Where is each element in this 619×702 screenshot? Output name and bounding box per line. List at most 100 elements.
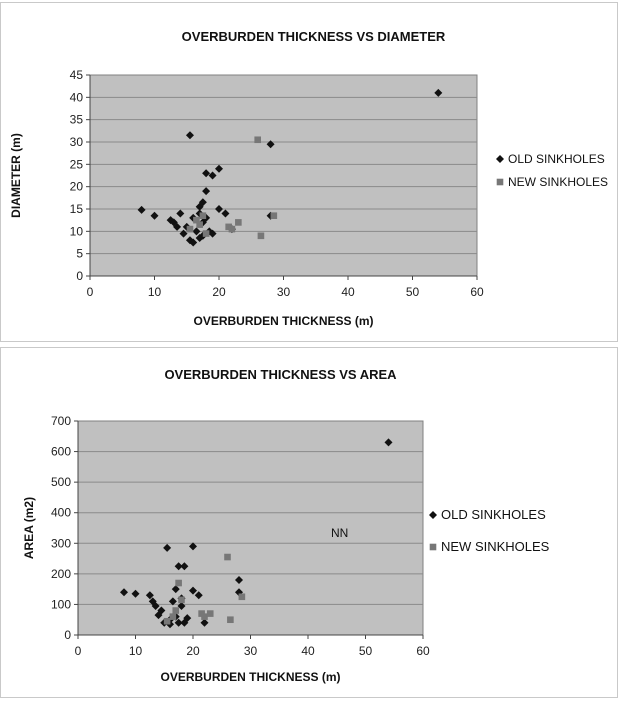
legend-label: OLD SINKHOLES bbox=[508, 152, 605, 166]
new-sinkhole-point bbox=[175, 579, 182, 587]
x-tick-label: 50 bbox=[359, 644, 373, 658]
old-sinkhole-point bbox=[202, 169, 211, 178]
old-sinkhole-point bbox=[189, 542, 197, 551]
new-sinkhole-point bbox=[178, 596, 185, 604]
x-tick-label: 0 bbox=[75, 644, 82, 658]
y-tick-label: 600 bbox=[51, 445, 71, 459]
new-sinkhole-point bbox=[228, 225, 236, 233]
y-tick-label: 20 bbox=[70, 180, 84, 194]
old-sinkhole-point bbox=[174, 618, 183, 627]
area-chart-panel: OVERBURDEN THICKNESS VS AREA 0 100 200 300 40… bbox=[0, 347, 618, 698]
old-sinkhole-point bbox=[177, 601, 186, 610]
old-sinkhole-point bbox=[215, 205, 223, 213]
legend-label: OLD SINKHOLES bbox=[441, 507, 546, 522]
old-sinkhole-point bbox=[131, 589, 140, 598]
x-tick-label: 60 bbox=[470, 285, 484, 299]
chart-title: OVERBURDEN THICKNESS VS AREA bbox=[164, 367, 397, 382]
old-sinkhole-point bbox=[145, 591, 154, 600]
old-sinkhole-point bbox=[202, 187, 211, 196]
old-sinkhole-point bbox=[179, 229, 188, 238]
x-axis-label: OVERBURDEN THICKNESS (m) bbox=[193, 314, 373, 328]
x-tick-label: 30 bbox=[244, 644, 258, 658]
old-sinkhole-point bbox=[163, 543, 172, 552]
y-tick-label: 45 bbox=[70, 68, 84, 82]
y-tick-label: 0 bbox=[76, 269, 83, 283]
legend-marker bbox=[496, 178, 504, 186]
y-tick-label: 200 bbox=[51, 567, 71, 581]
y-tick-label: 400 bbox=[51, 506, 71, 520]
old-sinkhole-point bbox=[198, 198, 207, 207]
y-tick-label: 300 bbox=[51, 536, 71, 550]
y-tick-label: 10 bbox=[70, 224, 84, 238]
x-tick-label: 20 bbox=[212, 285, 226, 299]
x-tick-label: 50 bbox=[406, 285, 420, 299]
y-tick-label: 700 bbox=[51, 414, 71, 428]
old-sinkhole-point bbox=[200, 618, 209, 627]
y-axis-label: DIAMETER (m) bbox=[9, 133, 23, 218]
old-sinkhole-point bbox=[208, 171, 217, 180]
new-sinkhole-point bbox=[172, 607, 180, 614]
x-tick-label: 60 bbox=[416, 644, 430, 658]
new-sinkhole-point bbox=[227, 616, 234, 624]
old-sinkhole-point bbox=[154, 611, 163, 620]
legend-marker bbox=[496, 155, 504, 163]
old-sinkhole-point bbox=[176, 209, 185, 218]
x-tick-label: 10 bbox=[129, 644, 143, 658]
old-sinkhole-point bbox=[384, 438, 393, 447]
diameter-scatter-chart: OVERBURDEN THICKNESS VS DIAMETER 0 5 10 15 20… bbox=[9, 29, 608, 328]
old-sinkhole-point bbox=[171, 585, 180, 594]
new-sinkhole-point bbox=[238, 593, 246, 601]
old-sinkhole-point bbox=[266, 140, 275, 149]
plot-area bbox=[77, 420, 424, 636]
legend-label: NEW SINKHOLES bbox=[441, 539, 550, 554]
y-tick-label: 5 bbox=[76, 247, 83, 261]
x-tick-label: 40 bbox=[301, 644, 315, 658]
y-tick-label: 35 bbox=[70, 113, 84, 127]
y-tick-label: 500 bbox=[51, 475, 71, 489]
old-sinkhole-point bbox=[173, 222, 182, 231]
old-sinkhole-point bbox=[150, 211, 159, 220]
old-sinkhole-point bbox=[180, 562, 189, 571]
old-sinkhole-point bbox=[194, 591, 203, 600]
new-sinkhole-point bbox=[193, 216, 200, 224]
y-axis-label: AREA (m2) bbox=[22, 497, 36, 559]
new-sinkhole-point bbox=[270, 212, 278, 219]
y-tick-label: 40 bbox=[70, 90, 84, 104]
new-sinkhole-point bbox=[254, 136, 261, 144]
old-sinkhole-point bbox=[183, 614, 192, 623]
area-scatter-chart: OVERBURDEN THICKNESS VS AREA010020030040… bbox=[22, 367, 550, 684]
old-sinkhole-point bbox=[208, 229, 217, 238]
old-sinkhole-point bbox=[192, 227, 201, 236]
old-sinkhole-point bbox=[185, 131, 194, 140]
y-tick-label: 100 bbox=[51, 597, 71, 611]
legend-label: NEW SINKHOLES bbox=[508, 175, 608, 189]
old-sinkhole-point bbox=[434, 88, 443, 97]
old-sinkhole-point bbox=[157, 606, 166, 615]
y-tick-label: 0 bbox=[64, 628, 71, 642]
new-sinkhole-point bbox=[206, 610, 214, 617]
old-sinkhole-point bbox=[189, 238, 198, 247]
old-sinkhole-point bbox=[151, 601, 160, 610]
new-sinkhole-point bbox=[224, 553, 231, 561]
new-sinkhole-point bbox=[196, 221, 203, 228]
new-sinkhole-point bbox=[201, 613, 208, 620]
old-sinkhole-point bbox=[221, 209, 230, 218]
new-sinkhole-point bbox=[163, 617, 171, 625]
old-sinkhole-point bbox=[148, 597, 157, 606]
new-sinkhole-point bbox=[257, 232, 265, 240]
old-sinkhole-point bbox=[189, 586, 197, 595]
old-sinkhole-point bbox=[168, 597, 177, 606]
legend-marker bbox=[429, 543, 437, 551]
old-sinkhole-point bbox=[215, 164, 223, 173]
x-tick-label: 40 bbox=[341, 285, 355, 299]
diameter-chart-panel: OVERBURDEN THICKNESS VS DIAMETER 0 5 10 15 20… bbox=[0, 2, 618, 342]
x-tick-label: 10 bbox=[148, 285, 162, 299]
x-tick-label: 0 bbox=[87, 285, 94, 299]
y-tick-label: 25 bbox=[70, 157, 84, 171]
old-sinkhole-point bbox=[235, 575, 243, 584]
new-sinkhole-point bbox=[202, 230, 210, 237]
new-sinkhole-point bbox=[169, 613, 177, 620]
x-tick-label: 30 bbox=[277, 285, 291, 299]
new-sinkhole-point bbox=[235, 219, 242, 226]
old-sinkhole-point bbox=[120, 588, 128, 597]
